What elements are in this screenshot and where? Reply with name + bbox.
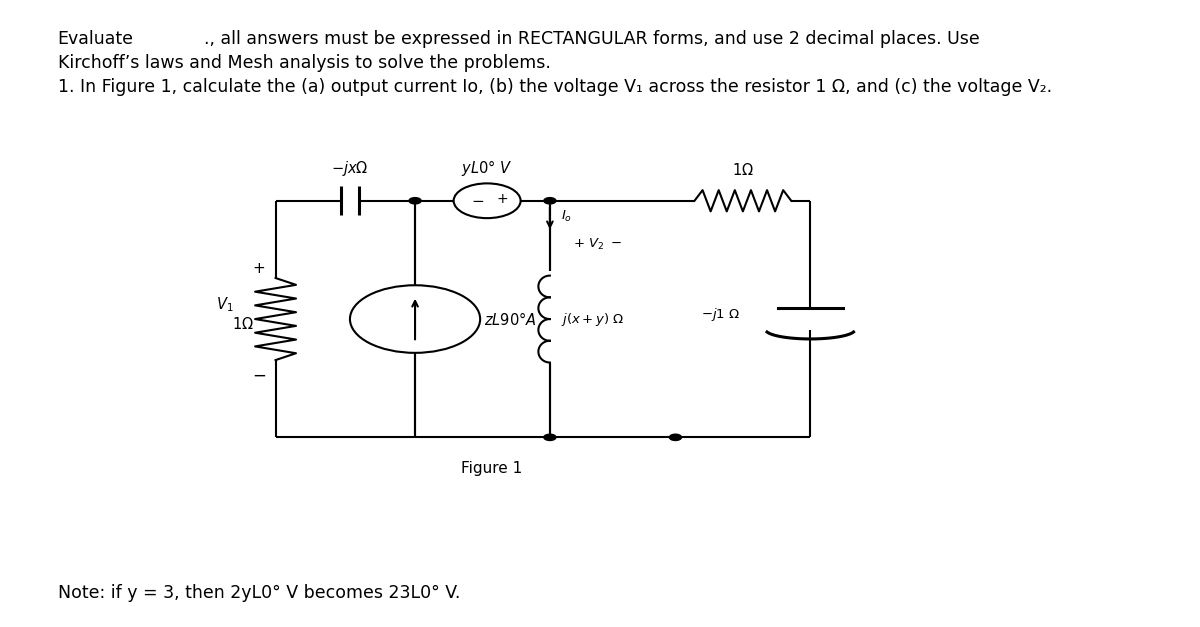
Text: $-$: $-$ [472, 192, 485, 207]
Circle shape [409, 198, 421, 204]
Text: $+\ V_2\ -$: $+\ V_2\ -$ [574, 237, 623, 252]
Text: $I_o$: $I_o$ [562, 209, 572, 224]
Text: $yL0°\ V$: $yL0°\ V$ [462, 157, 512, 177]
Text: $-jx\Omega$: $-jx\Omega$ [331, 159, 368, 177]
Circle shape [544, 198, 556, 204]
Text: 1. In Figure 1, calculate the (a) output current Io, (b) the voltage V₁ across t: 1. In Figure 1, calculate the (a) output… [58, 78, 1051, 95]
Text: Evaluate: Evaluate [58, 30, 133, 48]
Text: $1\Omega$: $1\Omega$ [732, 162, 754, 177]
Text: $+$: $+$ [252, 261, 265, 276]
Text: $1\Omega$: $1\Omega$ [232, 316, 254, 332]
Circle shape [544, 434, 556, 441]
Circle shape [454, 183, 521, 218]
Text: Figure 1: Figure 1 [461, 461, 522, 477]
Text: $+$: $+$ [496, 192, 508, 206]
Text: ., all answers must be expressed in RECTANGULAR forms, and use 2 decimal places.: ., all answers must be expressed in RECT… [204, 30, 979, 48]
Text: $-j1\ \Omega$: $-j1\ \Omega$ [702, 306, 740, 323]
Circle shape [670, 434, 682, 441]
Text: $V_1$: $V_1$ [216, 295, 233, 314]
Text: $zL90°A$: $zL90°A$ [484, 310, 536, 327]
Text: Note: if y = 3, then 2yL0° V becomes 23L0° V.: Note: if y = 3, then 2yL0° V becomes 23L… [58, 584, 460, 601]
Text: $-$: $-$ [252, 366, 266, 384]
Circle shape [350, 285, 480, 353]
Text: $j(x+y)\ \Omega$: $j(x+y)\ \Omega$ [562, 310, 624, 327]
Text: Kirchoff’s laws and Mesh analysis to solve the problems.: Kirchoff’s laws and Mesh analysis to sol… [58, 54, 551, 71]
